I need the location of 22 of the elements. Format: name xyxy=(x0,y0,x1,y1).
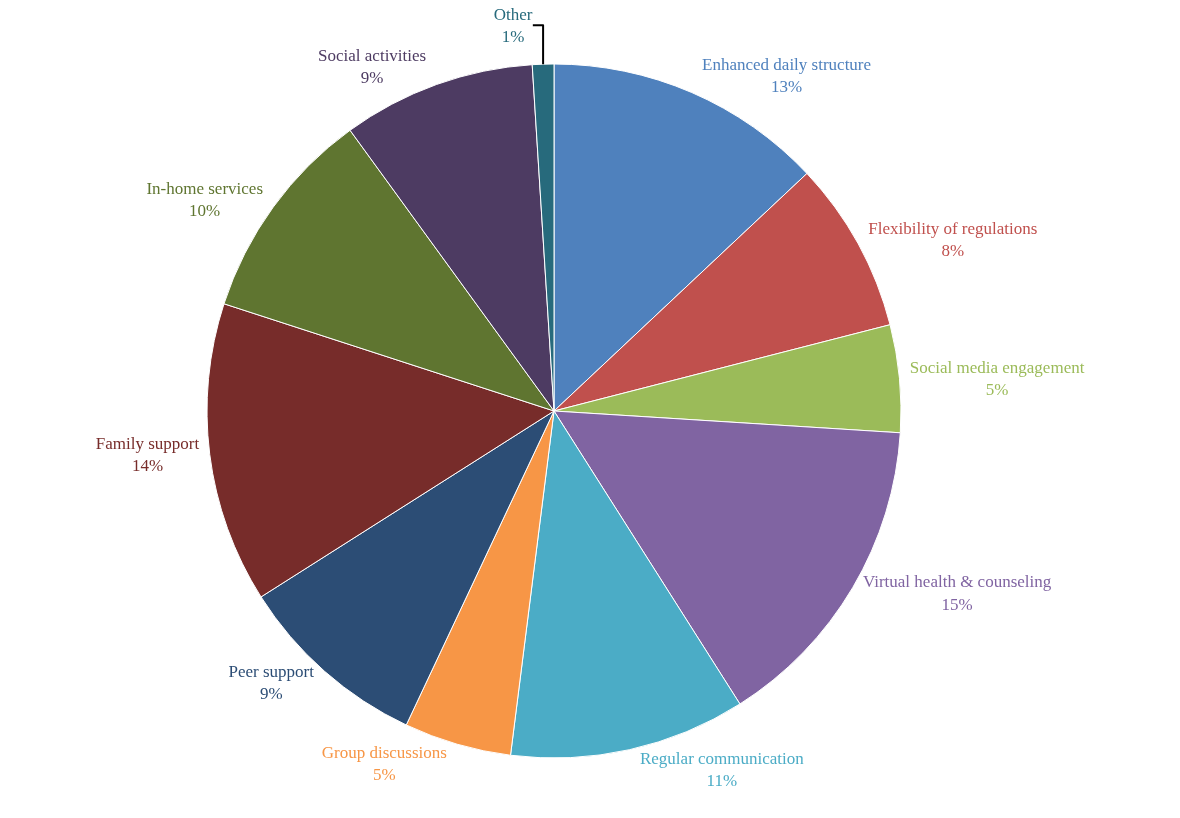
slice-label: Peer support xyxy=(228,662,315,682)
data-label: 9% xyxy=(259,684,283,704)
data-label: 8% xyxy=(941,240,965,260)
data-label: 15% xyxy=(941,594,973,614)
data-label: 5% xyxy=(373,764,396,784)
data-label: 5% xyxy=(985,379,1009,399)
slice-label: Family support xyxy=(95,434,200,454)
slice-label: Regular communication xyxy=(639,748,805,768)
slice-label: Group discussions xyxy=(321,742,447,762)
data-label: 1% xyxy=(501,26,525,46)
data-label: 14% xyxy=(131,456,164,476)
slice-label: Social activities xyxy=(318,45,427,65)
data-label: 9% xyxy=(360,67,384,87)
slice-label: Flexibility of regulations xyxy=(868,218,1038,238)
slice-label: Social media engagement xyxy=(909,357,1085,377)
slice-label: Enhanced daily structure xyxy=(702,54,872,74)
slice-label: Virtual health & counseling xyxy=(862,572,1052,592)
data-label: 13% xyxy=(771,76,803,96)
slice-label: In-home services xyxy=(146,179,263,199)
data-label: 10% xyxy=(189,201,221,221)
data-label: 11% xyxy=(706,770,738,790)
slice-label: Other xyxy=(493,4,533,24)
